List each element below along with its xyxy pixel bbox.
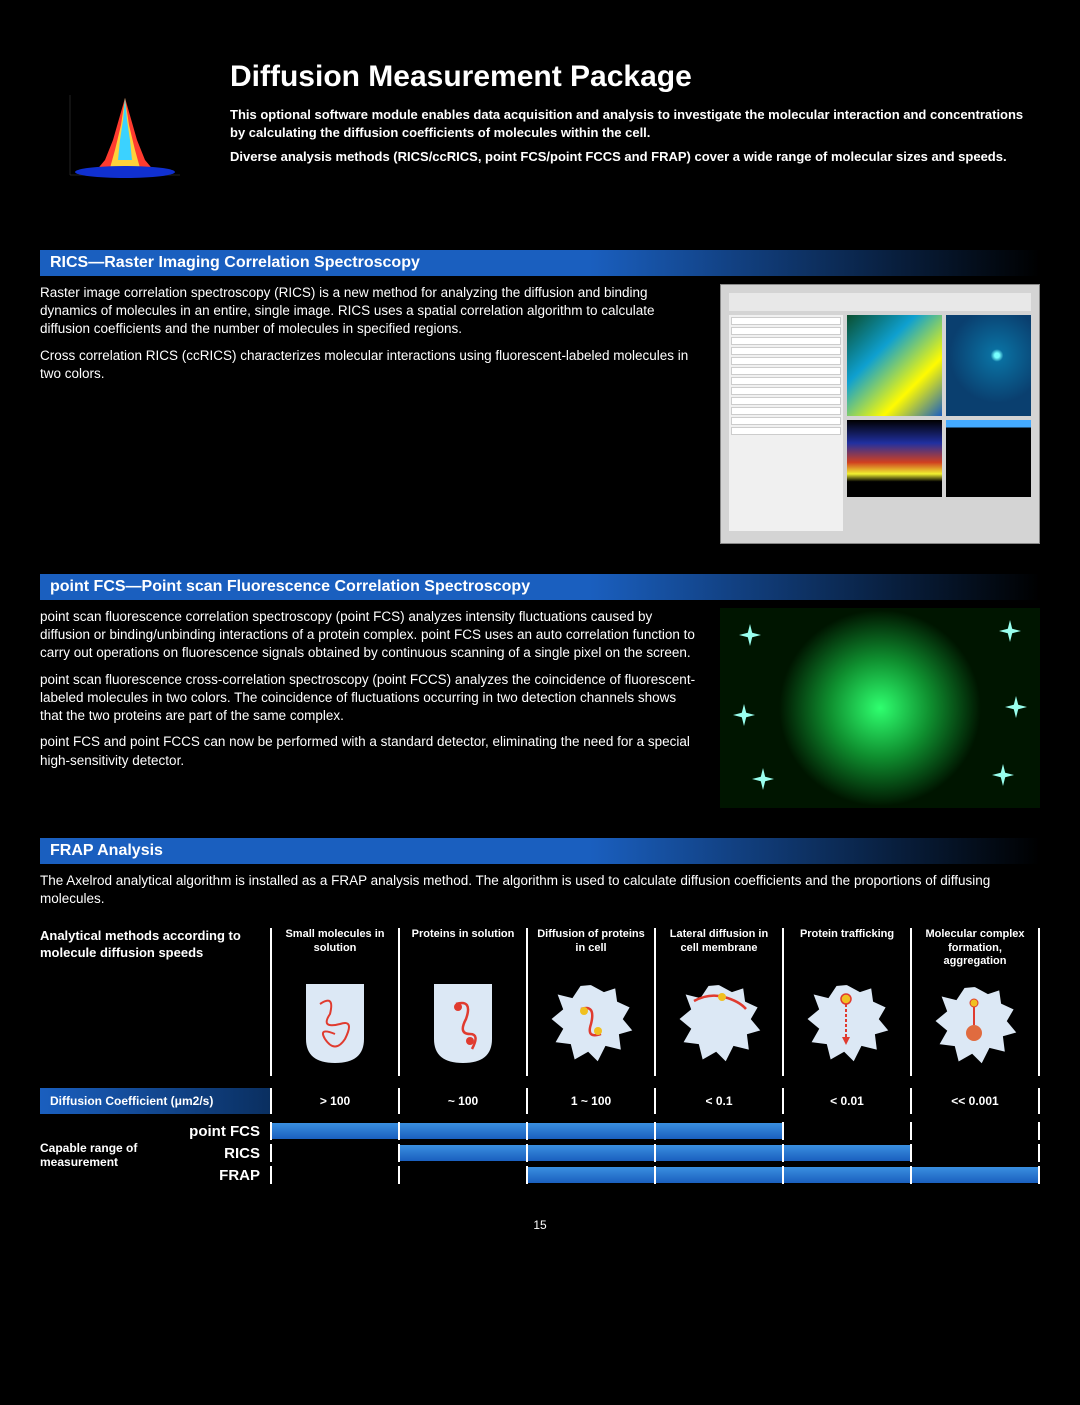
range-name: RICS [165,1145,270,1162]
coef-1: ~ 100 [398,1088,526,1114]
coef-2: 1 ~ 100 [526,1088,654,1114]
range-bar-area [270,1144,1040,1162]
range-row: point FCS [165,1122,1040,1140]
page-title: Diffusion Measurement Package [230,60,1040,94]
rics-screenshot [720,284,1040,544]
header-text: Diffusion Measurement Package This optio… [230,60,1040,210]
methods-label: Analytical methods according to molecule… [40,928,270,1076]
method-col-0: Small molecules in solution [270,928,398,1076]
methods-cells: Small molecules in solution Proteins in … [270,928,1040,1076]
coef-0: > 100 [270,1088,398,1114]
methods-row: Analytical methods according to molecule… [40,928,1040,1076]
fcs-image [720,608,1040,808]
frap-heading: FRAP Analysis [40,838,1040,864]
method-col-2: Diffusion of proteins in cell [526,928,654,1076]
range-row: RICS [165,1144,1040,1162]
range-name: FRAP [165,1167,270,1184]
header: Diffusion Measurement Package This optio… [40,60,1040,210]
coef-5: << 0.001 [910,1088,1040,1114]
coef-4: < 0.01 [782,1088,910,1114]
coefficient-label: Diffusion Coefficient (μm2/s) [40,1088,270,1114]
coefficient-row: Diffusion Coefficient (μm2/s) > 100 ~ 10… [40,1088,1040,1114]
rics-heading: RICS—Raster Imaging Correlation Spectros… [40,250,1040,276]
frap-text: The Axelrod analytical algorithm is inst… [40,872,1040,908]
method-col-4: Protein trafficking [782,928,910,1076]
fcs-text: point scan fluorescence correlation spec… [40,608,700,808]
section-frap: FRAP Analysis The Axelrod analytical alg… [40,838,1040,1188]
fcs-heading: point FCS—Point scan Fluorescence Correl… [40,574,1040,600]
range-bar-area [270,1122,1040,1140]
range-row: FRAP [165,1166,1040,1184]
range-label: Capable range of measurement [40,1122,165,1188]
coef-3: < 0.1 [654,1088,782,1114]
header-3d-plot [40,60,210,210]
page-number: 15 [40,1218,1040,1232]
range-name: point FCS [165,1123,270,1140]
rics-text: Raster image correlation spectroscopy (R… [40,284,700,544]
section-fcs: point FCS—Point scan Fluorescence Correl… [40,574,1040,808]
range-rows: point FCS RICS FRAP [165,1122,1040,1188]
section-rics: RICS—Raster Imaging Correlation Spectros… [40,250,1040,544]
range-block: Capable range of measurement point FCS RI… [40,1122,1040,1188]
method-col-1: Proteins in solution [398,928,526,1076]
intro-text: This optional software module enables da… [230,106,1040,167]
range-bar-area [270,1166,1040,1184]
method-col-3: Lateral diffusion in cell membrane [654,928,782,1076]
method-col-5: Molecular complex formation, aggregation [910,928,1040,1076]
